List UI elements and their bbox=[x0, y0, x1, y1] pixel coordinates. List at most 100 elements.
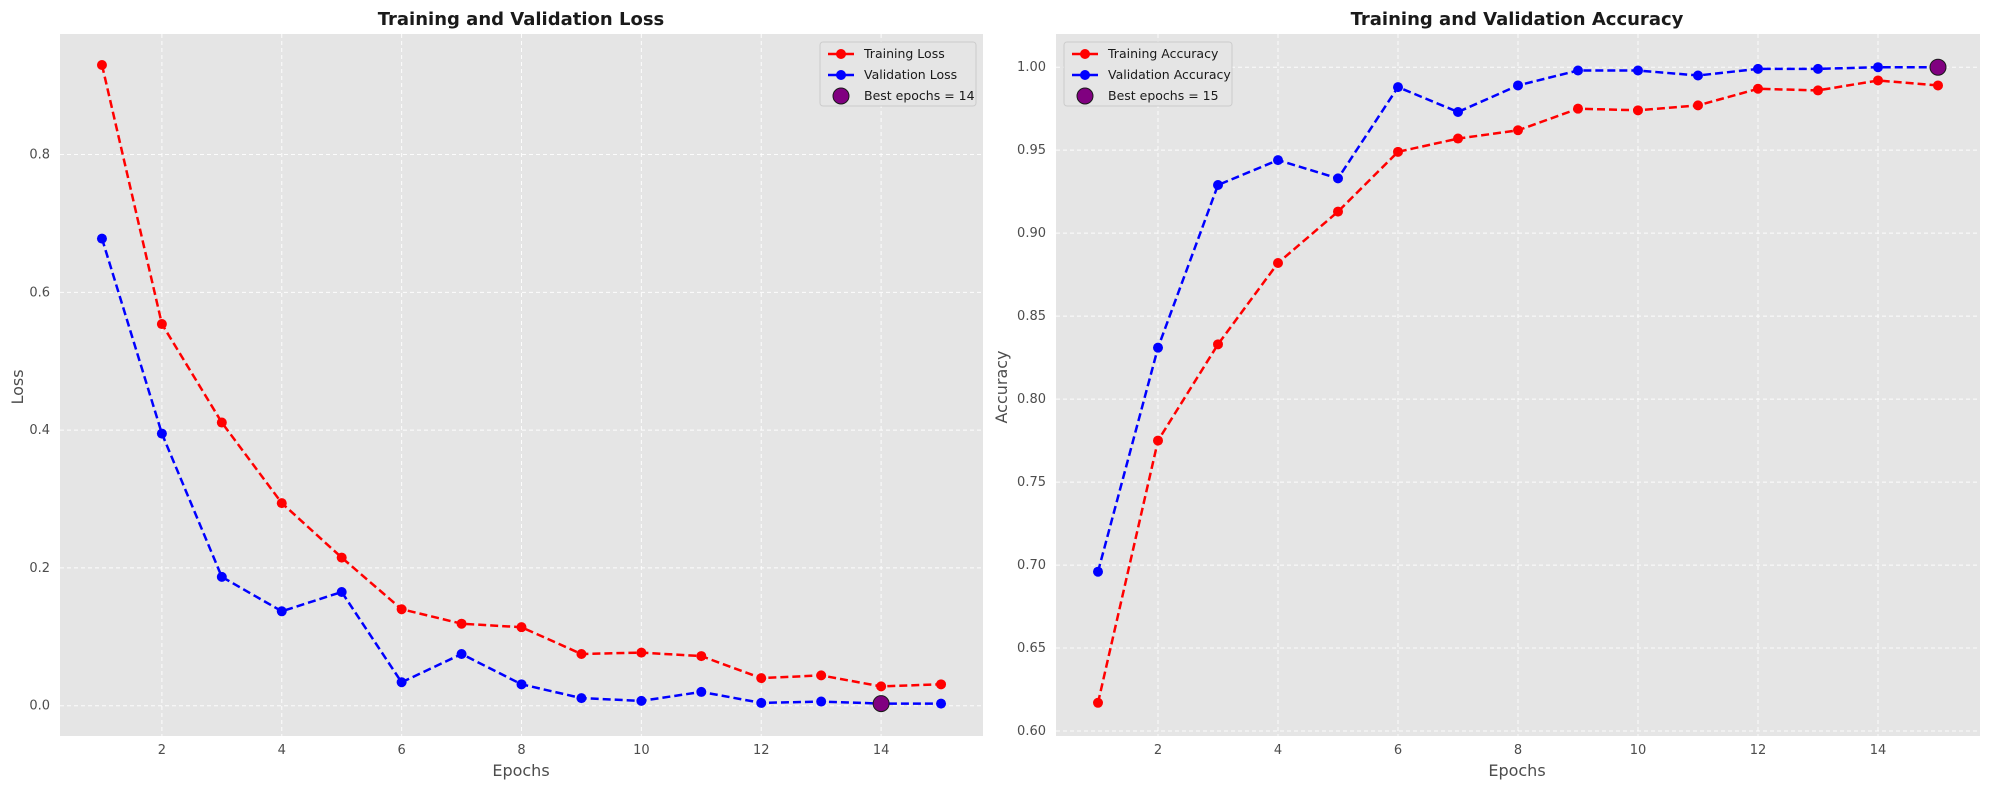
loss-series-0-point bbox=[336, 552, 347, 563]
accuracy-y-tick-label: 0.70 bbox=[1017, 558, 1046, 573]
accuracy-chart-title: Training and Validation Accuracy bbox=[1351, 9, 1684, 30]
accuracy-chart-ylabel: Accuracy bbox=[992, 350, 1011, 423]
loss-legend-box bbox=[819, 41, 977, 107]
loss-chart-xlabel: Epochs bbox=[492, 761, 549, 780]
accuracy-series-1-point bbox=[1693, 70, 1703, 81]
loss-series-0-point bbox=[816, 670, 827, 681]
loss-series-0-point bbox=[576, 649, 587, 660]
accuracy-x-tick-label: 10 bbox=[1630, 743, 1647, 758]
accuracy-series-0-point bbox=[1213, 339, 1223, 350]
loss-x-tick-label: 6 bbox=[397, 743, 405, 758]
accuracy-legend-box bbox=[1063, 41, 1233, 107]
accuracy-series-0-point bbox=[1633, 105, 1643, 116]
accuracy-x-tick-label: 12 bbox=[1750, 743, 1767, 758]
accuracy-series-1-point bbox=[1573, 65, 1583, 76]
accuracy-series-0-point bbox=[1753, 83, 1763, 94]
loss-legend-label: Validation Loss bbox=[864, 67, 957, 82]
accuracy-series-0-point bbox=[1153, 435, 1163, 446]
accuracy-series-0-point bbox=[1573, 103, 1583, 114]
loss-series-1-point bbox=[696, 686, 707, 697]
loss-series-0-point bbox=[696, 651, 707, 662]
loss-series-0-point bbox=[756, 673, 767, 684]
loss-series-0-point bbox=[516, 622, 527, 633]
accuracy-best-marker bbox=[1929, 58, 1947, 76]
accuracy-x-tick-label: 2 bbox=[1154, 743, 1162, 758]
accuracy-x-tick-label: 8 bbox=[1514, 743, 1522, 758]
accuracy-series-1-point bbox=[1273, 155, 1283, 166]
accuracy-series-1-point bbox=[1393, 82, 1403, 93]
accuracy-series-0-point bbox=[1693, 100, 1703, 111]
loss-y-tick-label: 0.2 bbox=[29, 561, 50, 576]
accuracy-y-tick-label: 0.60 bbox=[1017, 724, 1046, 739]
loss-series-1-point bbox=[756, 697, 767, 708]
accuracy-series-0-point bbox=[1093, 697, 1103, 708]
accuracy-series-0-point bbox=[1393, 146, 1403, 157]
loss-x-tick-label: 10 bbox=[633, 743, 650, 758]
accuracy-series-0-point bbox=[1453, 133, 1463, 144]
accuracy-legend-best-label: Best epochs = 15 bbox=[1108, 88, 1219, 103]
loss-series-1-point bbox=[396, 677, 407, 688]
accuracy-series-0-point bbox=[1273, 258, 1283, 269]
loss-series-1-point bbox=[936, 698, 947, 709]
accuracy-legend-marker bbox=[1080, 49, 1090, 59]
loss-x-tick-label: 12 bbox=[753, 743, 770, 758]
loss-legend-best-label: Best epochs = 14 bbox=[864, 88, 975, 103]
accuracy-legend-best-marker bbox=[1076, 87, 1094, 105]
accuracy-y-tick-label: 0.85 bbox=[1017, 309, 1046, 324]
accuracy-series-1-point bbox=[1093, 566, 1103, 577]
loss-series-1-point bbox=[276, 606, 287, 617]
loss-series-0-point bbox=[216, 417, 227, 428]
loss-legend-marker bbox=[836, 49, 846, 59]
loss-series-1-point bbox=[216, 571, 227, 582]
accuracy-series-0-point bbox=[1933, 80, 1943, 91]
loss-series-0-point bbox=[96, 60, 107, 71]
loss-series-1-point bbox=[516, 679, 527, 690]
accuracy-y-tick-label: 0.95 bbox=[1017, 143, 1046, 158]
accuracy-y-tick-label: 0.80 bbox=[1017, 392, 1046, 407]
accuracy-series-1-point bbox=[1873, 62, 1883, 73]
accuracy-x-tick-label: 14 bbox=[1870, 743, 1887, 758]
accuracy-series-1-point bbox=[1333, 173, 1343, 184]
loss-series-0-point bbox=[276, 498, 287, 509]
loss-series-1-point bbox=[576, 693, 587, 704]
accuracy-series-0-point bbox=[1873, 75, 1883, 86]
loss-series-1-point bbox=[636, 695, 647, 706]
accuracy-series-1-point bbox=[1633, 65, 1643, 76]
accuracy-series-1-point bbox=[1453, 107, 1463, 117]
loss-y-tick-label: 0.0 bbox=[29, 699, 50, 714]
loss-series-0-point bbox=[396, 604, 407, 615]
accuracy-legend-label: Validation Accuracy bbox=[1108, 67, 1231, 82]
loss-legend-marker bbox=[836, 70, 846, 80]
loss-series-0-point bbox=[876, 681, 887, 692]
accuracy-chart-xlabel: Epochs bbox=[1488, 761, 1545, 780]
accuracy-series-1-point bbox=[1213, 180, 1223, 191]
accuracy-series-1-point bbox=[1813, 63, 1823, 74]
accuracy-series-0-point bbox=[1813, 85, 1823, 96]
accuracy-y-tick-label: 0.65 bbox=[1017, 641, 1046, 656]
loss-chart-title: Training and Validation Loss bbox=[378, 9, 665, 30]
loss-series-1-point bbox=[456, 649, 467, 660]
accuracy-series-0-point bbox=[1333, 206, 1343, 217]
accuracy-series-0-point bbox=[1513, 125, 1523, 136]
accuracy-y-tick-label: 0.75 bbox=[1017, 475, 1046, 490]
loss-series-0-point bbox=[636, 647, 647, 658]
accuracy-x-tick-label: 6 bbox=[1394, 743, 1402, 758]
accuracy-y-tick-label: 1.00 bbox=[1017, 60, 1046, 75]
loss-x-tick-label: 14 bbox=[873, 743, 890, 758]
loss-y-tick-label: 0.8 bbox=[29, 148, 50, 163]
loss-series-1-point bbox=[336, 587, 347, 598]
loss-x-tick-label: 4 bbox=[278, 743, 286, 758]
loss-y-tick-label: 0.6 bbox=[29, 285, 50, 300]
loss-series-0-point bbox=[936, 679, 947, 690]
accuracy-legend-marker bbox=[1080, 70, 1090, 80]
accuracy-y-tick-label: 0.90 bbox=[1017, 226, 1046, 241]
loss-series-1-point bbox=[816, 696, 827, 707]
accuracy-series-1-point bbox=[1153, 342, 1163, 353]
accuracy-legend-label: Training Accuracy bbox=[1107, 46, 1219, 61]
loss-chart: Training and Validation Loss Epochs Loss… bbox=[8, 9, 983, 780]
loss-best-marker bbox=[872, 695, 890, 713]
loss-chart-ylabel: Loss bbox=[8, 369, 27, 404]
accuracy-x-tick-label: 4 bbox=[1274, 743, 1282, 758]
